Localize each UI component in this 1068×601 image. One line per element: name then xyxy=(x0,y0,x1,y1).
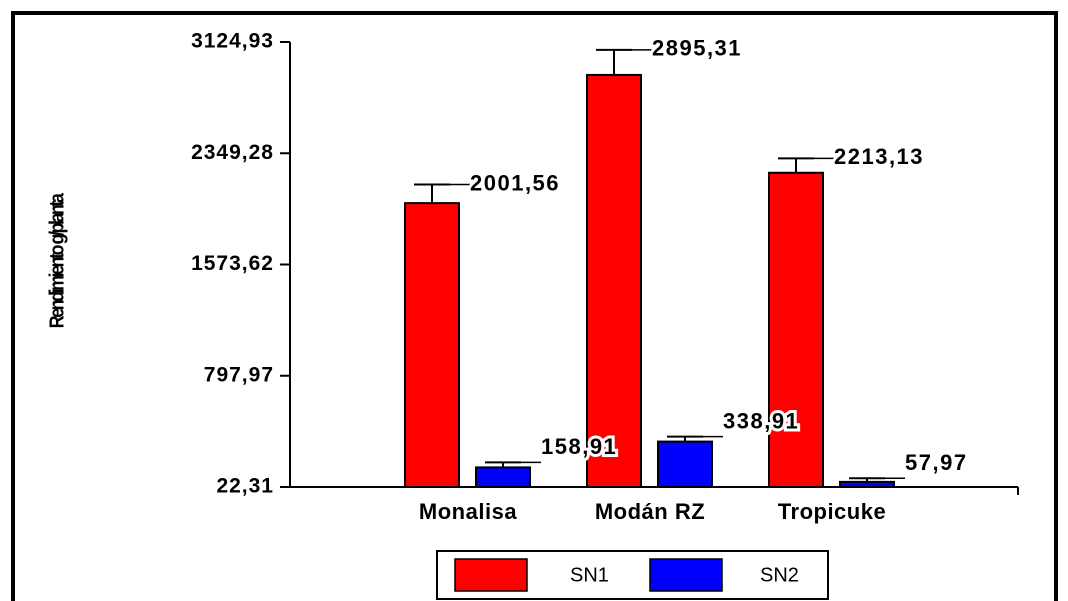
y-axis-title: Rendimiento g/planta xyxy=(45,193,68,329)
y-axis-title-group: Rendimiento g/planta xyxy=(45,193,68,329)
data-label: 2213,13 xyxy=(834,144,924,169)
y-tick-label: 22,31 xyxy=(216,475,274,498)
legend-label: SN1 xyxy=(570,564,609,586)
legend-swatch xyxy=(649,558,723,592)
x-tick-label: Monalisa xyxy=(419,499,517,524)
bar xyxy=(768,171,824,488)
bar xyxy=(839,480,895,488)
data-label: 57,97 xyxy=(905,450,968,475)
bar xyxy=(586,73,642,488)
legend-swatch xyxy=(454,558,528,592)
frame xyxy=(11,11,1058,601)
data-label: 338,91 xyxy=(723,408,799,433)
x-tick-label: Modán RZ xyxy=(595,499,705,524)
y-tick-label: 797,97 xyxy=(204,363,274,386)
y-tick-label: 1573,62 xyxy=(191,252,274,275)
data-label: 2895,31 xyxy=(652,36,742,61)
y-tick-label: 3124,93 xyxy=(191,30,274,53)
data-label: 2001,56 xyxy=(470,170,560,195)
bar xyxy=(404,202,460,489)
y-tick-label: 2349,28 xyxy=(191,141,274,164)
data-label: 158,91 xyxy=(541,434,617,459)
x-tick-label: Tropicuke xyxy=(778,499,886,524)
bar xyxy=(657,440,713,489)
bar xyxy=(475,466,531,488)
legend-label: SN2 xyxy=(760,564,799,586)
